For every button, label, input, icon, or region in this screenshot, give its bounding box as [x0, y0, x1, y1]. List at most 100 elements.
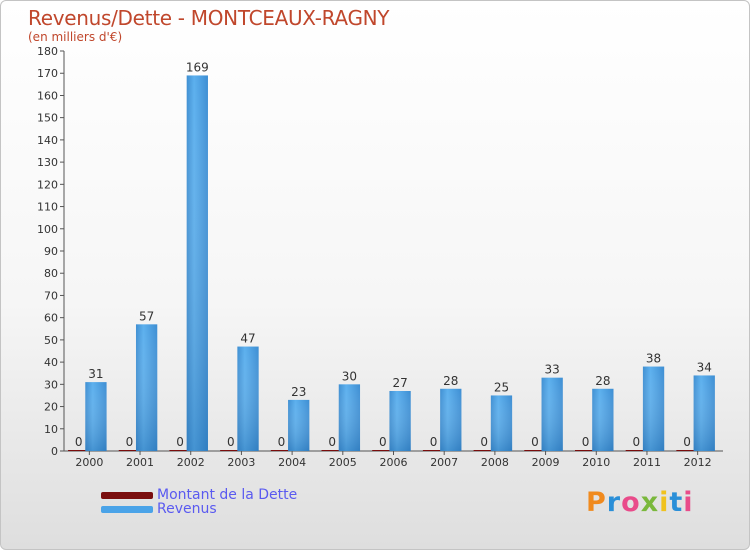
legend-swatch-revenus — [101, 505, 153, 513]
x-tick-label: 2005 — [329, 456, 357, 469]
x-tick-label: 2003 — [227, 456, 255, 469]
y-tick-label: 110 — [37, 201, 58, 214]
dette-data-label: 0 — [75, 435, 83, 449]
revenus-bar-shade — [288, 399, 310, 451]
chart-title: Revenus/Dette - MONTCEAUX-RAGNY — [28, 6, 390, 30]
y-tick-label: 70 — [44, 289, 58, 302]
y-tick-label: 20 — [44, 401, 58, 414]
dette-bar — [372, 450, 394, 451]
y-tick-label: 50 — [44, 334, 58, 347]
dette-bar — [220, 450, 242, 451]
x-tick-label: 2004 — [278, 456, 306, 469]
y-tick-label: 130 — [37, 156, 58, 169]
dette-bar — [118, 450, 141, 451]
x-tick-label: 2002 — [177, 456, 205, 469]
dette-bar — [321, 450, 343, 451]
dette-bar — [574, 450, 597, 451]
revenus-bar-shade — [186, 75, 208, 451]
x-tick-label: 2007 — [430, 456, 458, 469]
dette-data-label: 0 — [328, 435, 336, 449]
y-tick-label: 100 — [37, 223, 58, 236]
revenus-bar-shade — [338, 384, 361, 451]
revenus-data-label: 31 — [88, 367, 103, 381]
x-tick-label: 2009 — [532, 456, 560, 469]
revenus-bar-shade — [135, 324, 158, 451]
y-tick-label: 40 — [44, 356, 58, 369]
dette-data-label: 0 — [683, 435, 691, 449]
legend-swatch-dette — [101, 491, 153, 499]
dette-data-label: 0 — [278, 435, 286, 449]
logo-letter: P — [586, 487, 607, 518]
revenus-data-label: 30 — [342, 369, 357, 383]
dette-bar — [270, 450, 293, 451]
x-tick-label: 2011 — [633, 456, 661, 469]
dette-bar — [473, 450, 495, 451]
logo-letter: t — [669, 487, 684, 518]
revenus-bar-shade — [389, 391, 411, 451]
logo-letter: r — [606, 487, 622, 518]
x-tick-label: 2008 — [481, 456, 509, 469]
y-tick-label: 60 — [44, 312, 58, 325]
y-tick-label: 90 — [44, 245, 58, 258]
y-tick-label: 160 — [37, 89, 58, 102]
dette-data-label: 0 — [531, 435, 539, 449]
dette-data-label: 0 — [632, 435, 640, 449]
dette-data-label: 0 — [126, 435, 134, 449]
revenus-data-label: 27 — [392, 376, 407, 390]
revenus-data-label: 34 — [697, 360, 712, 374]
dette-data-label: 0 — [227, 435, 235, 449]
y-tick-label: 180 — [37, 45, 58, 58]
dette-bar — [676, 450, 698, 451]
dette-data-label: 0 — [176, 435, 184, 449]
dette-bar — [524, 450, 546, 451]
y-tick-label: 0 — [51, 445, 58, 458]
revenus-data-label: 23 — [291, 385, 306, 399]
y-tick-label: 80 — [44, 267, 58, 280]
revenus-bar-shade — [693, 375, 715, 451]
revenus-data-label: 38 — [646, 352, 661, 366]
x-tick-label: 2000 — [75, 456, 103, 469]
logo-letter: i — [659, 487, 670, 518]
legend-label-dette: Montant de la Dette — [157, 487, 298, 503]
chart-subtitle: (en milliers d'€) — [28, 30, 123, 44]
revenus-data-label: 57 — [139, 309, 154, 323]
revenus-data-label: 33 — [545, 363, 560, 377]
dette-data-label: 0 — [379, 435, 387, 449]
revenus-bar-shade — [592, 388, 614, 451]
x-tick-label: 2010 — [582, 456, 610, 469]
y-tick-label: 10 — [44, 423, 58, 436]
x-tick-label: 2001 — [126, 456, 154, 469]
legend-item-dette: Montant de la Dette — [101, 487, 297, 503]
y-tick-label: 30 — [44, 378, 58, 391]
revenus-bar-shade — [85, 382, 107, 451]
proxiti-logo: Proxiti — [586, 487, 694, 518]
revenus-data-label: 169 — [186, 60, 209, 74]
revenus-bar-shade — [490, 395, 513, 451]
y-tick-label: 140 — [37, 134, 58, 147]
dette-data-label: 0 — [430, 435, 438, 449]
y-tick-label: 170 — [37, 67, 58, 80]
y-tick-label: 150 — [37, 112, 58, 125]
revenus-data-label: 28 — [443, 374, 458, 388]
y-tick-label: 120 — [37, 178, 58, 191]
dette-data-label: 0 — [582, 435, 590, 449]
revenus-data-label: 47 — [240, 332, 255, 346]
dette-bar — [68, 450, 90, 451]
revenus-bar-shade — [541, 377, 563, 451]
x-tick-label: 2012 — [684, 456, 712, 469]
logo-letter: x — [640, 487, 660, 518]
dette-bar — [169, 450, 191, 451]
logo-letter: o — [621, 487, 641, 518]
revenus-bar-shade — [440, 388, 462, 451]
revenus-bar-shade — [642, 366, 665, 451]
logo-letter: i — [683, 487, 694, 518]
legend-item-revenus: Revenus — [101, 501, 217, 517]
revenus-data-label: 28 — [595, 374, 610, 388]
dette-data-label: 0 — [480, 435, 488, 449]
revenus-data-label: 25 — [494, 380, 509, 394]
dette-bar — [422, 450, 445, 451]
dette-bar — [625, 450, 647, 451]
legend-label-revenus: Revenus — [157, 501, 217, 517]
